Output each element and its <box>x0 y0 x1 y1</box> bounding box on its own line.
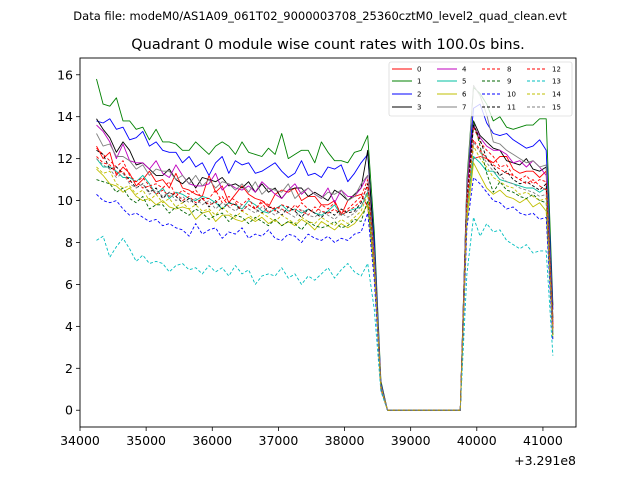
series-6-line <box>96 162 554 411</box>
series-3-line <box>96 118 554 411</box>
x-tick-label: 41000 <box>523 433 563 448</box>
series-13-line <box>96 216 554 411</box>
legend-label-9: 9 <box>507 78 511 86</box>
y-tick-label: 14 <box>57 109 73 124</box>
x-tick-label: 34000 <box>60 433 100 448</box>
series-4-line <box>96 124 554 411</box>
plot-area <box>80 58 576 427</box>
legend-label-14: 14 <box>552 91 561 99</box>
legend-label-5: 5 <box>462 78 466 86</box>
y-tick-label: 8 <box>65 235 73 250</box>
legend-label-3: 3 <box>417 104 421 112</box>
y-tick-label: 2 <box>65 361 73 376</box>
legend-label-0: 0 <box>417 66 421 74</box>
y-tick-label: 12 <box>57 151 73 166</box>
y-tick-label: 16 <box>57 67 73 82</box>
y-tick-label: 10 <box>57 193 73 208</box>
legend-box <box>388 61 573 117</box>
plot-frame <box>79 57 577 428</box>
chart-title: Quadrant 0 module wise count rates with … <box>131 37 525 53</box>
legend-label-7: 7 <box>462 104 466 112</box>
legend-label-10: 10 <box>507 91 516 99</box>
figure-suptitle: Data file: modeM0/AS1A09_061T02_90000037… <box>73 9 567 23</box>
series-15-line <box>96 141 554 411</box>
legend-label-2: 2 <box>417 91 421 99</box>
series-12-line <box>96 139 554 411</box>
x-tick-label: 37000 <box>259 433 299 448</box>
y-tick-label: 6 <box>65 277 73 292</box>
legend-label-6: 6 <box>462 91 467 99</box>
legend-label-8: 8 <box>507 66 511 74</box>
series-10-line <box>96 177 554 411</box>
y-tick-label: 0 <box>65 403 73 418</box>
x-tick-label: 36000 <box>192 433 232 448</box>
x-tick-label: 38000 <box>325 433 365 448</box>
axis-ticks: 34000 35000 36000 37000 38000 39000 40000 41000… <box>57 67 563 448</box>
y-tick-label: 4 <box>65 319 73 334</box>
x-tick-label: 35000 <box>126 433 166 448</box>
series-8-line <box>96 126 554 411</box>
x-offset-label: +3.291e8 <box>514 453 576 468</box>
series-0-line <box>96 145 554 411</box>
legend-label-12: 12 <box>552 66 561 74</box>
legend-label-13: 13 <box>552 78 561 86</box>
x-tick-label: 39000 <box>391 433 431 448</box>
legend-label-15: 15 <box>552 104 561 112</box>
legend-label-11: 11 <box>507 104 516 112</box>
legend-label-1: 1 <box>417 78 421 86</box>
x-tick-label: 40000 <box>457 433 497 448</box>
legend-label-4: 4 <box>462 66 467 74</box>
